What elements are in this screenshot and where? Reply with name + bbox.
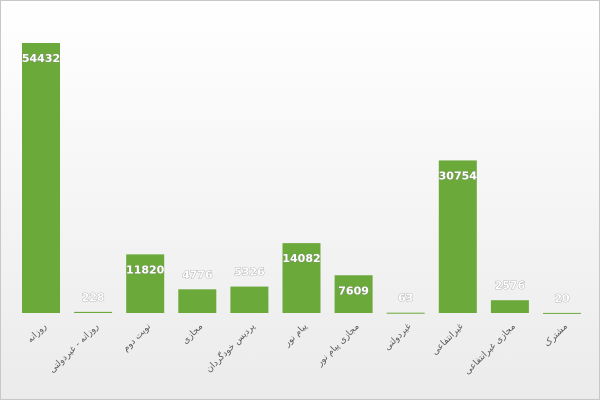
data-label: 7609 (338, 284, 369, 297)
data-label: 11820 (126, 263, 165, 276)
data-label: 14082 (282, 252, 320, 265)
data-label: 20 (554, 292, 570, 305)
bar (386, 312, 425, 314)
data-label: 228 (82, 291, 105, 304)
data-label: 63 (398, 292, 413, 305)
bar (74, 311, 113, 313)
data-label: 2576 (495, 279, 526, 292)
data-label: 5326 (234, 266, 265, 279)
data-label: 30754 (439, 169, 478, 182)
bar (22, 43, 60, 313)
bar (282, 243, 321, 313)
data-label: 4776 (182, 268, 213, 281)
bar (438, 160, 477, 313)
bar (543, 312, 581, 314)
bar (490, 300, 529, 313)
bar (230, 286, 269, 313)
bar (334, 275, 373, 313)
bar (126, 254, 165, 313)
data-label: 54432 (22, 52, 60, 65)
bar (178, 289, 217, 313)
